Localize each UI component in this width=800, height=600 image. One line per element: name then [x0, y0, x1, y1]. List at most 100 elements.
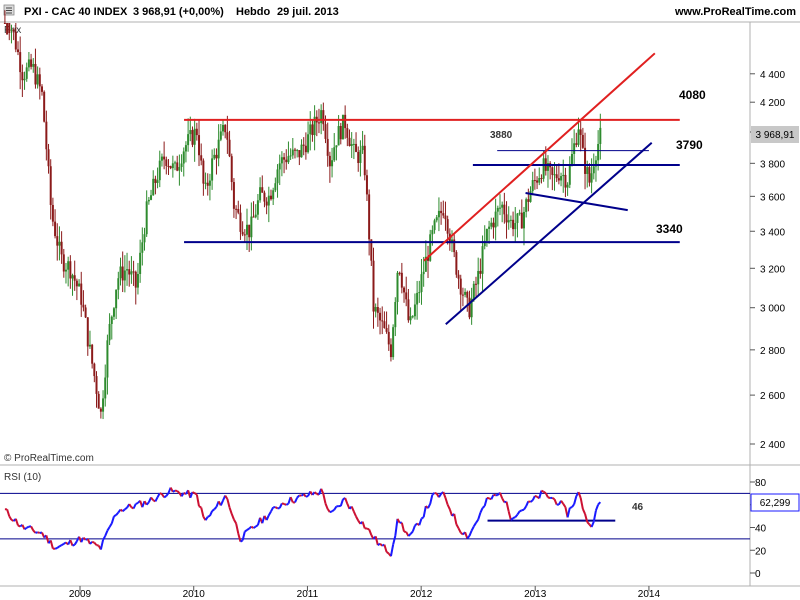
rsi-segment: [230, 513, 235, 520]
rsi-segment: [93, 541, 98, 546]
candle-body: [32, 63, 35, 67]
candle-body: [176, 162, 179, 171]
candle-body: [3, 23, 6, 24]
rsi-segment: [429, 494, 434, 505]
rsi-segment: [11, 518, 15, 522]
rsi-tick-label: 40: [755, 524, 767, 535]
trend-line[interactable]: [445, 142, 653, 325]
rsi-title: RSI (10): [4, 472, 41, 483]
candle-body: [156, 180, 159, 183]
symbol-title: PXI - CAC 40 INDEX: [24, 6, 128, 18]
candle-body: [226, 132, 229, 140]
rsi-segment: [418, 518, 423, 526]
candle-body: [405, 292, 408, 300]
candle-body: [163, 156, 166, 160]
candle-body: [56, 236, 59, 246]
candle-body: [219, 131, 222, 140]
candle-body: [200, 155, 203, 161]
rsi-segment: [32, 529, 37, 534]
candle-body: [222, 124, 225, 132]
rsi-segment: [544, 492, 549, 498]
candle-body: [117, 278, 120, 290]
candle-body: [461, 294, 464, 296]
rsi-segment: [17, 524, 21, 528]
rsi-segment: [194, 492, 198, 496]
candle-body: [389, 344, 392, 358]
rsi-segment: [455, 523, 460, 529]
rsi-segment: [385, 551, 390, 555]
last-price-box: [751, 126, 799, 143]
price-tick-label: 3 400: [760, 227, 785, 238]
candle-body: [187, 134, 190, 146]
candle-body: [553, 174, 556, 176]
candle-body: [350, 143, 353, 147]
rsi-segment: [200, 507, 205, 517]
rsi-segment: [233, 519, 237, 524]
candle-body: [322, 110, 325, 125]
rsi-segment: [294, 497, 299, 503]
candle-body: [38, 74, 41, 87]
candle-body: [409, 316, 412, 321]
candle-body: [51, 204, 54, 222]
candle-body: [19, 52, 22, 73]
header-bar: [0, 0, 800, 22]
rsi-value-box: [750, 493, 800, 512]
candle-body: [139, 252, 142, 274]
rsi-segment: [156, 492, 161, 498]
level-label-3880: 3880: [490, 130, 513, 141]
price-tick-label: 3 800: [760, 159, 785, 170]
rsi-segment: [302, 493, 307, 498]
rsi-segment: [396, 518, 401, 524]
candle-body: [16, 49, 19, 53]
rsi-segment: [392, 535, 397, 545]
rsi-segment: [366, 527, 370, 531]
rsi-segment: [163, 495, 167, 499]
trend-line[interactable]: [525, 191, 628, 212]
candle-body: [570, 153, 573, 165]
annotation-lines[interactable]: [184, 52, 680, 325]
rsi-segment: [63, 541, 67, 545]
rsi-segment: [483, 497, 488, 507]
rsi-segment: [422, 505, 427, 518]
candle-body: [12, 29, 15, 32]
candle-body: [498, 207, 501, 209]
rsi-segment: [566, 507, 571, 518]
candle-body: [145, 201, 148, 235]
candle-body: [555, 174, 558, 179]
trend-line[interactable]: [423, 52, 656, 262]
candle-body: [228, 139, 231, 157]
rsi-segment: [501, 497, 506, 503]
period-label: Hebdo: [236, 6, 271, 18]
candle-body: [193, 128, 196, 145]
candle-body: [213, 154, 216, 159]
candle-body: [86, 317, 89, 347]
rsi-segment: [472, 522, 477, 527]
candle-body: [568, 164, 571, 185]
candle-body: [23, 78, 26, 81]
candle-body: [394, 301, 397, 328]
candle-body: [531, 180, 534, 192]
candle-body: [542, 158, 545, 179]
candle-body: [69, 261, 72, 279]
candle-body: [433, 220, 436, 231]
candle-body: [21, 72, 24, 81]
rsi-segment: [241, 531, 246, 541]
rsi-segment: [569, 506, 573, 509]
rsi-segment: [154, 496, 159, 502]
rsi-segment: [300, 493, 305, 497]
candle-body: [208, 180, 211, 186]
rsi-segment: [468, 530, 473, 537]
rsi-segment: [248, 525, 253, 530]
candle-body: [128, 269, 131, 275]
candle-body: [75, 280, 78, 287]
candle-body: [435, 217, 438, 221]
price-tick-label: 4 400: [760, 70, 785, 81]
candle-body: [182, 151, 185, 164]
candle-body: [400, 272, 403, 288]
candle-body: [25, 67, 28, 79]
rsi-segment: [331, 508, 335, 513]
candle-body: [376, 307, 379, 313]
candle-body: [95, 376, 98, 394]
menu-icon[interactable]: [3, 4, 15, 16]
candle-body: [121, 266, 124, 281]
